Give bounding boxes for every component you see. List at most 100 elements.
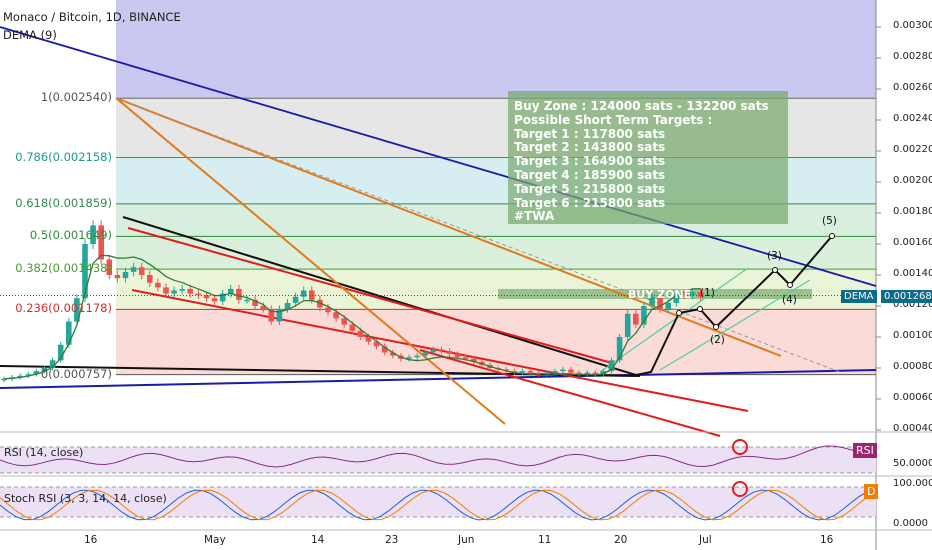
candle bbox=[649, 296, 655, 306]
note-line: #TWA bbox=[514, 209, 555, 224]
candle bbox=[422, 352, 428, 356]
candle bbox=[438, 349, 445, 351]
candle bbox=[624, 313, 631, 337]
rsi-highlight bbox=[732, 439, 748, 455]
wave-label-5: (5) bbox=[822, 215, 837, 227]
candle bbox=[163, 287, 169, 294]
note-line: Target 1 : 117800 sats bbox=[514, 126, 666, 141]
note-line: Buy Zone : 124000 sats - 132200 sats bbox=[514, 99, 769, 113]
green-channel-2 bbox=[659, 279, 811, 371]
candle bbox=[430, 349, 437, 353]
candle bbox=[300, 290, 307, 297]
candle bbox=[98, 225, 104, 260]
candle bbox=[462, 357, 469, 359]
elliott-wave-path bbox=[635, 235, 833, 376]
candle bbox=[130, 267, 137, 272]
wave-point bbox=[829, 233, 835, 239]
rsi-line bbox=[0, 445, 875, 468]
candle bbox=[414, 355, 420, 358]
candle bbox=[17, 375, 23, 378]
wave-label-2: (2) bbox=[710, 334, 725, 346]
candle bbox=[292, 296, 299, 303]
candle bbox=[106, 259, 113, 275]
candle bbox=[681, 293, 688, 296]
rsi-tick: 50.0000 bbox=[893, 458, 932, 469]
candle bbox=[633, 313, 639, 325]
rsi-band bbox=[0, 447, 876, 473]
support-line bbox=[0, 369, 877, 389]
wave-point bbox=[772, 267, 778, 273]
candle bbox=[82, 244, 88, 299]
fib-level-label: 0.236(0.001178) bbox=[15, 301, 112, 316]
wedge-top-line bbox=[122, 216, 637, 376]
candle bbox=[616, 337, 623, 361]
stoch-d-line bbox=[0, 489, 876, 521]
fib-zone bbox=[116, 309, 876, 375]
candle bbox=[171, 290, 177, 294]
x-tick-label: 16 bbox=[820, 534, 834, 546]
dema-badge-name: DEMA bbox=[841, 290, 877, 303]
fib-level-label: 0.5(0.001649) bbox=[29, 228, 112, 243]
chart-title: Monaco / Bitcoin, 1D, BINANCE bbox=[3, 10, 181, 24]
candle bbox=[138, 267, 145, 275]
x-tick-label: 14 bbox=[311, 534, 325, 546]
candle bbox=[584, 372, 590, 375]
x-tick-label: 23 bbox=[385, 534, 399, 546]
rsi-pane-label[interactable]: RSI (14, close) bbox=[4, 446, 84, 459]
candle bbox=[373, 341, 380, 347]
candle bbox=[657, 296, 663, 310]
candle bbox=[552, 371, 558, 373]
note-line: Target 5 : 215800 sats bbox=[514, 181, 666, 196]
candle bbox=[608, 360, 615, 372]
candle bbox=[122, 271, 129, 279]
candle bbox=[41, 368, 48, 372]
dema-indicator-label[interactable]: DEMA (9) bbox=[3, 28, 57, 42]
candle bbox=[325, 307, 331, 313]
x-tick-label: 11 bbox=[538, 534, 552, 546]
wave-point bbox=[697, 306, 703, 312]
candle bbox=[568, 369, 574, 373]
candle bbox=[147, 275, 153, 283]
candle bbox=[543, 372, 550, 375]
dashed-fan bbox=[115, 97, 841, 373]
candle bbox=[49, 360, 56, 368]
stoch-highlight bbox=[732, 481, 748, 497]
note-line: Target 3 : 164900 sats bbox=[514, 154, 666, 169]
x-tick-label: May bbox=[204, 534, 226, 546]
wave-label-4: (4) bbox=[782, 294, 797, 306]
candle bbox=[689, 292, 696, 296]
buy-zone-band bbox=[498, 289, 812, 299]
candle bbox=[114, 275, 121, 279]
candle bbox=[519, 371, 526, 373]
candle bbox=[390, 352, 396, 356]
fib-level-label: 1(0.002540) bbox=[40, 90, 112, 105]
candle bbox=[284, 302, 291, 310]
buy-zone-label: BUY ZONE bbox=[628, 288, 692, 301]
candle bbox=[276, 309, 283, 322]
candle bbox=[228, 288, 234, 294]
candle bbox=[236, 288, 242, 300]
candle bbox=[341, 318, 347, 325]
candle bbox=[260, 306, 266, 310]
candle bbox=[527, 371, 534, 373]
fib-zone-top bbox=[116, 0, 876, 99]
stoch-badge: D bbox=[864, 484, 879, 499]
downtrend-line bbox=[0, 26, 877, 287]
candle bbox=[471, 358, 477, 362]
stoch-pane-label[interactable]: Stoch RSI (3, 3, 14, 14, close) bbox=[4, 492, 167, 505]
candle bbox=[560, 369, 566, 372]
wave-label-1: (1) bbox=[700, 287, 715, 299]
stoch-tick-top: 100.0000 bbox=[893, 478, 932, 489]
candle bbox=[268, 309, 275, 322]
candle bbox=[535, 372, 542, 375]
red-channel-bottom bbox=[419, 349, 721, 437]
candle bbox=[244, 299, 250, 302]
